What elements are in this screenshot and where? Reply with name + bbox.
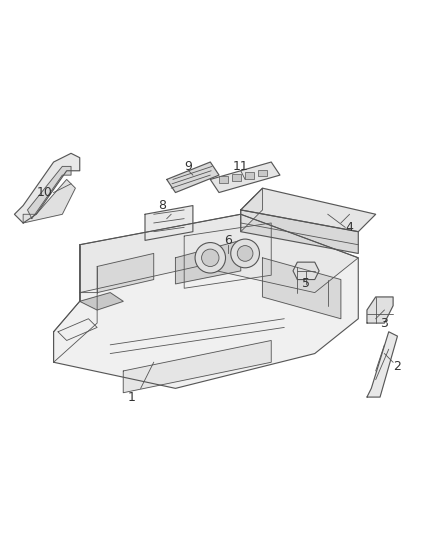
Text: 9: 9 [184,160,192,173]
Polygon shape [80,214,358,293]
Text: 11: 11 [233,160,249,173]
Bar [232,174,241,181]
Circle shape [237,246,253,261]
Polygon shape [14,154,80,223]
Polygon shape [97,254,154,293]
Polygon shape [123,341,271,393]
Circle shape [201,249,219,266]
Text: 4: 4 [346,221,353,234]
Bar [219,176,228,183]
Polygon shape [367,332,397,397]
Polygon shape [241,188,376,232]
Text: 3: 3 [381,317,389,329]
Text: 6: 6 [224,234,232,247]
Polygon shape [80,293,123,310]
Text: 2: 2 [393,360,401,373]
Text: 10: 10 [37,186,53,199]
Polygon shape [28,166,71,219]
Polygon shape [23,180,75,223]
Polygon shape [176,240,241,284]
Polygon shape [210,162,280,192]
Bar [258,170,267,176]
Text: 1: 1 [128,391,136,403]
Text: 5: 5 [302,277,310,290]
Polygon shape [262,258,341,319]
Bar [245,172,254,179]
Polygon shape [241,188,262,232]
Polygon shape [367,297,393,323]
Text: 8: 8 [159,199,166,212]
Polygon shape [293,262,319,279]
Polygon shape [167,162,219,192]
Polygon shape [241,210,358,254]
Polygon shape [53,214,358,389]
Polygon shape [145,206,193,240]
Circle shape [195,243,226,273]
Circle shape [231,239,259,268]
